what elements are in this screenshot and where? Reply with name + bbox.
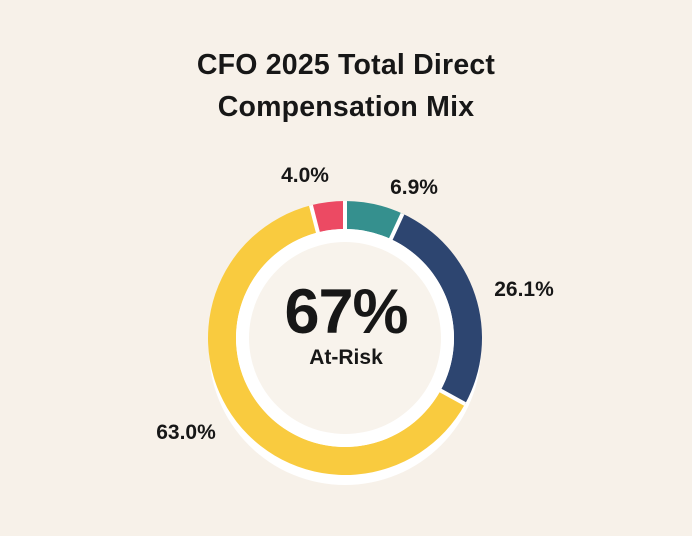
donut-center-value: 67% — [284, 277, 408, 347]
segment-label-pink: 4.0% — [281, 164, 329, 187]
donut-segment-0 — [345, 201, 403, 240]
chart-title: CFO 2025 Total Direct Compensation Mix — [196, 49, 496, 123]
segment-label-yellow: 63.0% — [156, 421, 216, 444]
donut-segment-3 — [310, 201, 345, 233]
segment-label-teal: 6.9% — [390, 176, 438, 199]
segment-label-navy: 26.1% — [494, 278, 554, 301]
donut-inner-circle — [249, 242, 441, 434]
donut-center-label: At-Risk — [309, 346, 383, 369]
donut-segment-1 — [390, 213, 483, 405]
